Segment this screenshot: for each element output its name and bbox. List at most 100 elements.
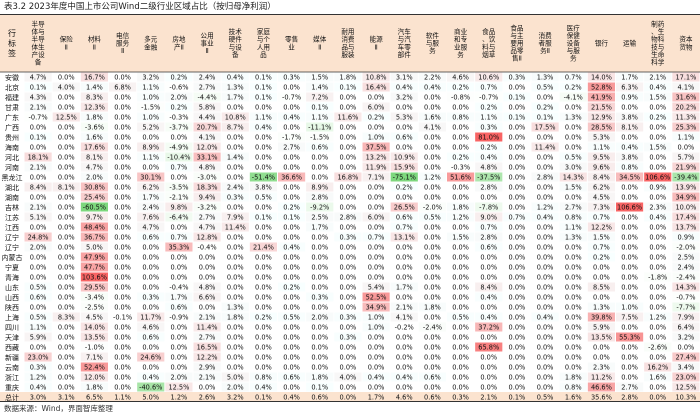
cell-value: 0.0% xyxy=(396,144,413,152)
cell-value: 0.0% xyxy=(227,264,244,272)
cell-value: 24.6% xyxy=(140,354,161,362)
heat-cell xyxy=(249,192,277,202)
cell-value: 0.0% xyxy=(621,194,638,202)
cell-value: 0.0% xyxy=(340,394,357,402)
heat-cell xyxy=(221,82,249,92)
cell-value: 0.0% xyxy=(368,344,385,352)
cell-value: 0.0% xyxy=(621,364,638,372)
cell-value: 0.6% xyxy=(283,374,300,382)
cell-value: 0.0% xyxy=(649,104,666,112)
cell-value: 1.7% xyxy=(311,224,328,232)
cell-value: 1.0% xyxy=(142,94,159,102)
heat-cell xyxy=(193,292,221,302)
cell-value: 0.0% xyxy=(58,154,75,162)
cell-value: 3.2% xyxy=(396,94,413,102)
heat-cell xyxy=(306,192,334,202)
cell-value: 55.3% xyxy=(619,334,640,342)
cell-value: 0.0% xyxy=(340,154,357,162)
heat-cell xyxy=(193,322,221,332)
cell-value: 0.0% xyxy=(114,334,131,342)
cell-value: 0.0% xyxy=(424,184,441,192)
heat-cell xyxy=(80,102,108,112)
cell-value: 0.0% xyxy=(537,334,554,342)
cell-value: 0.0% xyxy=(311,284,328,292)
column-header: 资本货物 xyxy=(679,35,693,52)
heat-cell xyxy=(249,182,277,192)
heat-cell xyxy=(475,152,503,162)
cell-value: 0.0% xyxy=(537,234,554,242)
heat-cell xyxy=(80,282,108,292)
cell-value: 0.0% xyxy=(368,194,385,202)
heat-cell xyxy=(672,152,700,162)
cell-value: -0.8% xyxy=(451,94,470,102)
row-label: 贵州 xyxy=(5,133,19,142)
heat-cell xyxy=(80,112,108,122)
heat-cell xyxy=(137,192,165,202)
cell-value: 0.0% xyxy=(283,104,300,112)
cell-value: 0.4% xyxy=(30,384,47,392)
cell-value: 0.0% xyxy=(396,334,413,342)
cell-value: 0.0% xyxy=(114,224,131,232)
cell-value: 11.9% xyxy=(366,164,387,172)
row-label: 江苏 xyxy=(5,213,19,222)
heat-cell xyxy=(278,312,306,322)
cell-value: 0.0% xyxy=(452,384,469,392)
cell-value: 1.3% xyxy=(227,304,244,312)
heat-cell xyxy=(447,202,475,212)
cell-value: 0.0% xyxy=(58,274,75,282)
heat-cell xyxy=(278,92,306,102)
cell-value: 0.0% xyxy=(114,384,131,392)
cell-value: 0.0% xyxy=(396,104,413,112)
cell-value: 4.0% xyxy=(340,374,357,382)
heat-cell xyxy=(306,112,334,122)
heat-cell xyxy=(137,142,165,152)
cell-value: 0.0% xyxy=(424,164,441,172)
heat-cell xyxy=(137,292,165,302)
cell-value: 13.5% xyxy=(84,334,105,342)
cell-value: 12.3% xyxy=(84,104,105,112)
cell-value: 41.9% xyxy=(591,94,612,102)
cell-value: 0.0% xyxy=(424,94,441,102)
heat-cell xyxy=(616,152,644,162)
cell-value: 0.0% xyxy=(283,254,300,262)
cell-value: 0.2% xyxy=(593,254,610,262)
heat-cell xyxy=(221,192,249,202)
heat-cell xyxy=(644,212,672,222)
cell-value: 0.0% xyxy=(283,84,300,92)
cell-value: 11.4% xyxy=(197,324,218,332)
cell-value: 0.0% xyxy=(58,334,75,342)
cell-value: 0.6% xyxy=(424,394,441,402)
cell-value: 0.0% xyxy=(30,174,47,182)
heat-cell xyxy=(559,162,587,172)
cell-value: 0.0% xyxy=(368,254,385,262)
heat-cell xyxy=(52,182,80,192)
heat-cell xyxy=(390,92,418,102)
cell-value: 0.0% xyxy=(283,184,300,192)
heat-cell xyxy=(165,302,193,312)
cell-value: 0.0% xyxy=(114,114,131,122)
heat-cell xyxy=(278,282,306,292)
cell-value: 1.6% xyxy=(565,394,582,402)
cell-value: 0.0% xyxy=(340,324,357,332)
cell-value: 5.3% xyxy=(593,134,610,142)
heat-cell xyxy=(587,382,615,392)
heat-cell xyxy=(221,72,249,82)
cell-value: 6.0% xyxy=(368,104,385,112)
cell-value: -0.2% xyxy=(395,324,414,332)
cell-value: 0.0% xyxy=(30,224,47,232)
cell-value: 7.9% xyxy=(678,314,695,322)
cell-value: 30.1% xyxy=(140,174,161,182)
heat-cell xyxy=(249,212,277,222)
cell-value: 1.1% xyxy=(593,144,610,152)
cell-value: 0.0% xyxy=(565,134,582,142)
cell-value: 0.1% xyxy=(509,94,526,102)
cell-value: 0.0% xyxy=(565,244,582,252)
cell-value: 9.6% xyxy=(593,164,610,172)
column-header: 家庭与个人用品 xyxy=(257,27,271,59)
heat-cell xyxy=(137,92,165,102)
heat-cell xyxy=(644,272,672,282)
cell-value: 0.0% xyxy=(340,264,357,272)
heat-cell xyxy=(672,322,700,332)
heat-cell xyxy=(137,172,165,182)
cell-value: 0.0% xyxy=(537,244,554,252)
